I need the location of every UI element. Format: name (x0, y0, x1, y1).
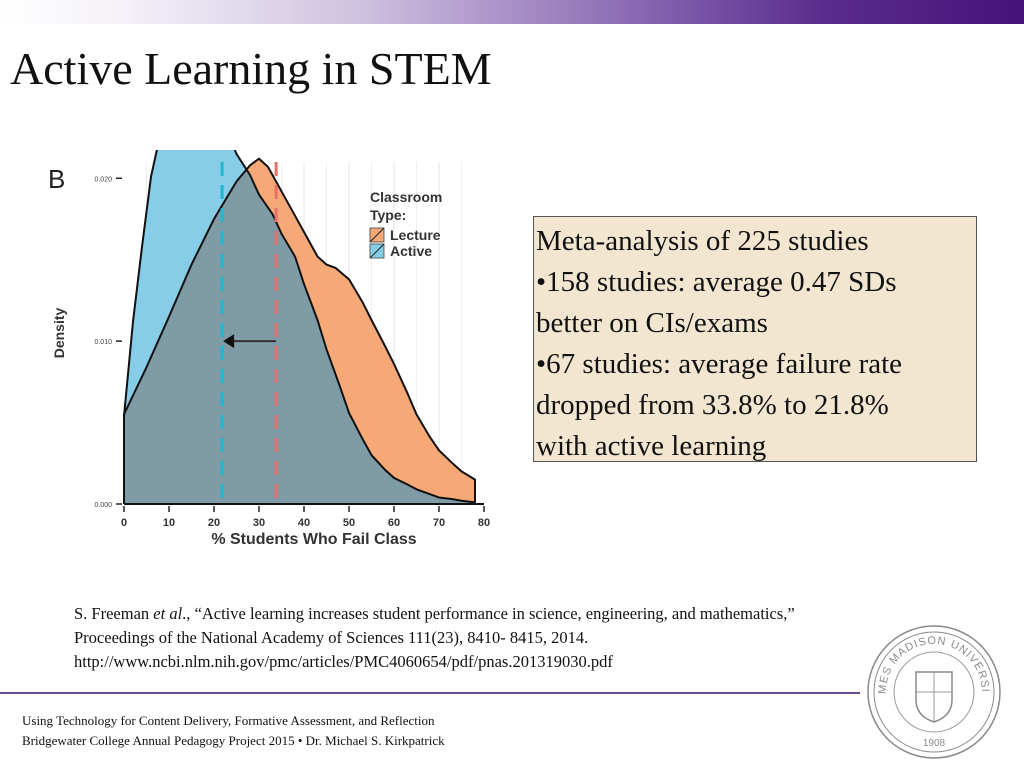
x-tick-label: 70 (433, 517, 445, 529)
x-axis-label: % Students Who Fail Class (211, 531, 416, 548)
citation-authors: S. Freeman (74, 604, 154, 623)
legend-label-active: Active (390, 243, 432, 259)
citation-line-2: Proceedings of the National Academy of S… (74, 628, 589, 647)
university-seal-logo: JAMES MADISON UNIVERSITY 1908 (864, 622, 1001, 759)
panel-label: B (48, 164, 65, 194)
x-tick-label: 20 (208, 517, 220, 529)
seal-year: 1908 (923, 738, 946, 749)
footer-line-1: Using Technology for Content Delivery, F… (22, 713, 435, 728)
footer: Using Technology for Content Delivery, F… (22, 711, 445, 751)
arrow-head (223, 334, 235, 349)
legend-swatch-slash (369, 227, 385, 243)
slide-title: Active Learning in STEM (10, 43, 492, 94)
callout-line: •67 studies: average failure rate (536, 348, 903, 380)
outline-lecture (123, 157, 476, 504)
callout-line: with active learning (536, 430, 767, 462)
legend-label-lecture: Lecture (390, 227, 441, 243)
x-tick-label: 40 (298, 517, 310, 529)
citation-line-1: S. Freeman et al., “Active learning incr… (74, 602, 795, 626)
citation-url[interactable]: http://www.ncbi.nlm.nih.gov/pmc/articles… (74, 652, 613, 671)
x-tick-label: 0 (121, 517, 127, 529)
x-tick-label: 10 (163, 517, 175, 529)
citation-title: ., “Active learning increases student pe… (182, 604, 795, 623)
citation-et-al: et al (153, 604, 183, 623)
y-tick-label: 0.010 (94, 339, 112, 346)
x-tick-label: 60 (388, 517, 400, 529)
y-tick-label: 0.000 (94, 502, 112, 509)
legend-title: Classroom (370, 189, 442, 205)
callout-line: better on CIs/exams (536, 307, 768, 339)
density-chart: 0 10 20 30 40 50 60 70 80 0.000 0.010 0.020 % Studen… (48, 150, 490, 548)
callout-line: •158 studies: average 0.47 SDs (536, 266, 897, 298)
legend-title: Type: (370, 207, 406, 223)
outline-active (123, 150, 476, 504)
x-tick-label: 50 (343, 517, 355, 529)
x-tick-label: 80 (478, 517, 490, 529)
legend-swatch-slash (369, 243, 385, 259)
footer-divider (0, 692, 860, 694)
callout-box: Meta-analysis of 225 studies •158 studie… (533, 216, 977, 462)
citation: S. Freeman et al., “Active learning incr… (74, 602, 795, 674)
y-axis-label: Density (51, 308, 67, 359)
y-tick-label: 0.020 (94, 176, 112, 183)
footer-line-2: Bridgewater College Annual Pedagogy Proj… (22, 733, 445, 748)
callout-line: Meta-analysis of 225 studies (536, 225, 869, 257)
top-accent-bar (0, 0, 1024, 24)
callout-line: dropped from 33.8% to 21.8% (536, 389, 889, 421)
x-tick-label: 30 (253, 517, 265, 529)
